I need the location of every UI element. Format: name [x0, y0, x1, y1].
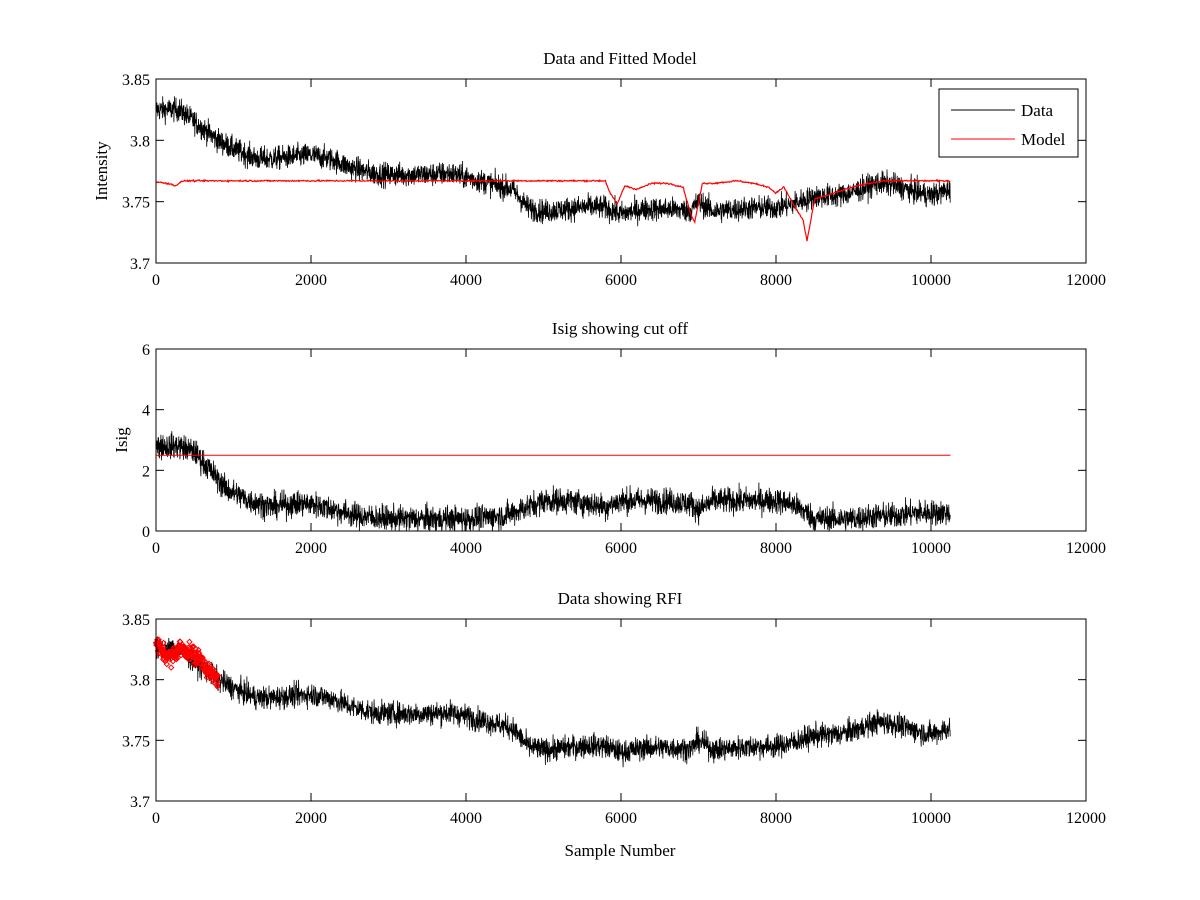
rfi-marker	[192, 645, 199, 652]
panel-1-legend: Data Model	[938, 88, 1079, 158]
x-tick-label: 8000	[760, 810, 792, 827]
rfi-marker	[205, 660, 213, 667]
rfi-marker	[172, 655, 179, 662]
y-tick-label: 6	[142, 342, 150, 359]
rfi-marker	[214, 678, 221, 685]
rfi-marker	[195, 650, 203, 658]
legend-data-label: Data	[1021, 101, 1054, 120]
x-tick-label: 6000	[605, 540, 637, 557]
panel-2: Isig showing cut off 0 2000 4000 6000 8000 10…	[112, 319, 1106, 557]
x-tick-label: 4000	[450, 272, 482, 289]
rfi-marker	[185, 656, 193, 663]
panel-1-ticks: 0 2000 4000 6000 8000 10000 12000 3.7 3.75 3.8 3.8…	[122, 72, 1106, 289]
panel-1-ylabel: Intensity	[92, 141, 111, 201]
rfi-marker	[207, 665, 214, 673]
rfi-marker	[172, 653, 180, 661]
y-tick-label: 3.85	[122, 72, 150, 89]
y-tick-label: 3.7	[130, 256, 150, 273]
panel-3: Data showing RFI 0 2000 4000 6000 8000 10000 1…	[122, 589, 1106, 860]
panel-3-xlabel: Sample Number	[565, 841, 676, 860]
y-tick-label: 0	[142, 524, 150, 541]
rfi-marker	[163, 660, 171, 668]
rfi-marker	[201, 657, 208, 665]
rfi-marker	[186, 638, 193, 646]
panel-3-ticks: 0 2000 4000 6000 8000 10000 12000 3.7 3.75 3.8 3.8…	[122, 612, 1106, 827]
y-tick-label: 4	[142, 403, 150, 420]
data-series-line	[155, 96, 951, 227]
x-tick-label: 0	[152, 540, 160, 557]
panel-3-title: Data showing RFI	[558, 589, 683, 608]
data-series-line	[155, 636, 951, 768]
y-tick-label: 3.7	[130, 794, 150, 811]
rfi-marker	[195, 649, 202, 656]
rfi-series-markers	[152, 636, 222, 690]
x-tick-label: 8000	[760, 272, 792, 289]
y-tick-label: 3.8	[130, 133, 150, 150]
rfi-marker	[167, 664, 175, 671]
x-tick-label: 2000	[295, 272, 327, 289]
rfi-marker	[214, 672, 222, 679]
rfi-marker	[213, 672, 220, 679]
x-tick-label: 4000	[450, 540, 482, 557]
legend-model-label: Model	[1021, 130, 1066, 149]
rfi-marker	[160, 644, 167, 651]
x-tick-label: 12000	[1066, 810, 1106, 827]
x-tick-label: 2000	[295, 540, 327, 557]
y-tick-label: 3.8	[130, 673, 150, 690]
x-tick-label: 8000	[760, 540, 792, 557]
panel-2-ylabel: Isig	[112, 427, 131, 453]
x-tick-label: 6000	[605, 272, 637, 289]
model-series-line	[155, 178, 951, 242]
rfi-marker	[214, 683, 221, 690]
x-tick-label: 10000	[911, 272, 951, 289]
panel-2-title: Isig showing cut off	[552, 319, 688, 338]
x-tick-label: 12000	[1066, 540, 1106, 557]
x-tick-label: 4000	[450, 810, 482, 827]
x-tick-label: 10000	[911, 810, 951, 827]
panel-1-title: Data and Fitted Model	[543, 49, 697, 68]
rfi-marker	[162, 657, 169, 665]
x-tick-label: 2000	[295, 810, 327, 827]
x-tick-label: 12000	[1066, 272, 1106, 289]
x-tick-label: 0	[152, 810, 160, 827]
y-tick-label: 3.75	[122, 733, 150, 750]
panel-2-ticks: 0 2000 4000 6000 8000 10000 12000 0 2 4 6	[142, 342, 1106, 557]
rfi-marker	[208, 676, 216, 683]
panel-1: Data and Fitted Model 0 2000 4000 6000 8000 1…	[92, 49, 1106, 289]
x-tick-label: 10000	[911, 540, 951, 557]
rfi-marker	[199, 657, 207, 664]
isig-series-line	[155, 431, 951, 532]
x-tick-label: 0	[152, 272, 160, 289]
legend-box	[938, 88, 1079, 158]
rfi-marker	[160, 639, 167, 647]
y-tick-label: 2	[142, 463, 150, 480]
y-tick-label: 3.75	[122, 195, 150, 212]
x-tick-label: 6000	[605, 810, 637, 827]
rfi-marker	[197, 653, 205, 660]
rfi-marker	[213, 681, 221, 689]
y-tick-label: 3.85	[122, 612, 150, 629]
